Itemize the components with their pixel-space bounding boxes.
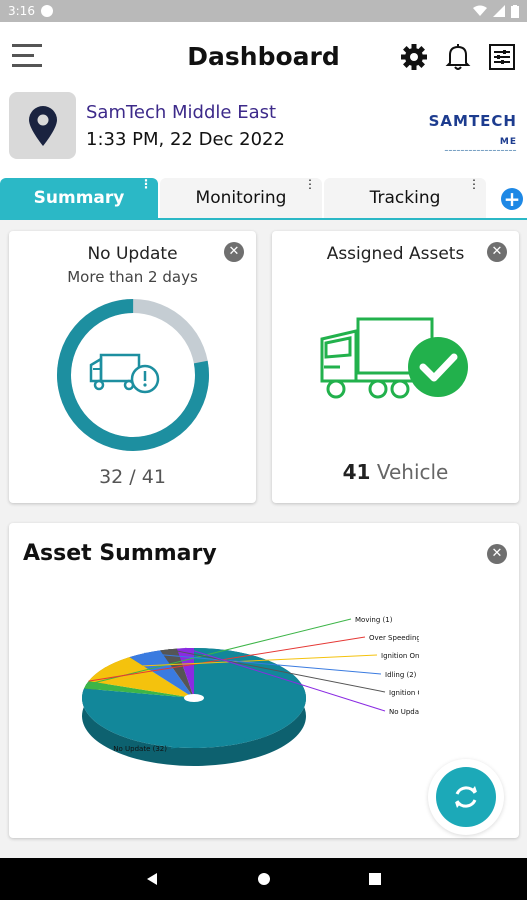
pie-slice [129,650,194,698]
menu-icon[interactable] [12,44,42,70]
gear-icon[interactable] [399,42,429,72]
tab-label: Summary [33,188,125,208]
truck-clock-icon [89,353,160,394]
recents-icon[interactable] [367,871,383,887]
add-tab-button[interactable]: + [501,188,523,210]
pie-label: Moving (1) [355,616,393,624]
home-icon[interactable] [256,871,272,887]
tab-menu-icon[interactable]: ⋮ [304,177,316,191]
pie-label: Over Speeding (0) [369,634,419,642]
tab-tracking[interactable]: Tracking ⋮ [324,178,486,218]
system-nav-bar [0,858,527,900]
battery-icon [511,4,519,18]
map-pin-icon [28,105,57,146]
asset-summary-title: Asset Summary [23,541,217,566]
pie-label: No Update (32) [113,745,167,753]
brand-name: SAMTECH [428,112,517,130]
back-icon[interactable] [145,871,161,887]
pie-center-hole [184,694,204,702]
assigned-assets-card[interactable]: Assigned Assets ✕ 41 Vehicle [272,231,519,503]
no-update-card[interactable]: No Update More than 2 days ✕ 32 / 41 [9,231,256,503]
signal-icon [493,5,505,17]
tab-label: Monitoring [195,188,287,208]
tab-menu-icon[interactable]: ⋮ [140,177,152,191]
company-logo[interactable] [9,92,76,159]
pie-leader-line [85,618,352,686]
pie-leader-line [168,648,386,693]
brand-logo: SAMTECH ME ━━━━━━━━━━━━━━━━━━ [417,112,517,154]
card-title: No Update [87,244,178,264]
last-updated-datetime: 1:33 PM, 22 Dec 2022 [86,129,285,150]
filter-settings-icon[interactable] [487,42,517,72]
tab-label: Tracking [369,188,441,208]
pie-slice [160,648,194,698]
refresh-icon [455,786,477,808]
close-card-button[interactable]: ✕ [224,242,244,262]
pie-leader-line [170,736,266,749]
close-card-button[interactable]: ✕ [487,544,507,564]
vehicle-count-unit: Vehicle [376,460,449,484]
asset-summary-pie-chart: No Update (32) Moving (1) Over Speeding (0… [81,616,419,766]
wifi-icon [473,5,487,16]
refresh-button-inner [436,767,496,827]
pie-label: Ignition On (4) [381,652,419,660]
pie-leader-line [185,647,386,712]
vehicle-count: 41 Vehicle [272,460,519,484]
truck-check-icon [320,317,468,399]
pie-slice [84,681,194,698]
company-name: SamTech Middle East [86,102,277,123]
close-card-button[interactable]: ✕ [487,242,507,262]
pie-label: Ignition Off (1) [389,689,419,697]
brand-tagline: ━━━━━━━━━━━━━━━━━━ [444,148,517,154]
refresh-button[interactable] [428,759,504,835]
pie-label: No Update (1) [389,708,419,716]
brand-suffix: ME [499,137,517,147]
no-update-donut [57,299,209,451]
card-subtitle: More than 2 days [67,268,198,286]
status-bar: 3:16 [0,0,527,22]
pie-leader-line [144,652,382,675]
tab-monitoring[interactable]: Monitoring ⋮ [160,178,322,218]
dashboard-tabs: Summary ⋮ Monitoring ⋮ Tracking ⋮ + [0,176,527,220]
pie-label: Idling (2) [385,671,417,679]
app-bar: Dashboard [0,22,527,92]
page-title: Dashboard [187,42,340,71]
tab-menu-icon[interactable]: ⋮ [468,177,480,191]
no-update-count: 32 / 41 [99,466,166,488]
company-header: SamTech Middle East 1:33 PM, 22 Dec 2022… [0,92,527,176]
notification-icon [40,5,53,17]
vehicle-count-number: 41 [342,460,371,484]
pie-leader-line [88,636,366,682]
card-title: Assigned Assets [326,244,465,264]
pie-slice [176,648,194,698]
bell-icon[interactable] [443,42,473,72]
tab-summary[interactable]: Summary ⋮ [0,178,158,218]
status-icons [473,4,519,18]
status-time: 3:16 [8,4,35,18]
